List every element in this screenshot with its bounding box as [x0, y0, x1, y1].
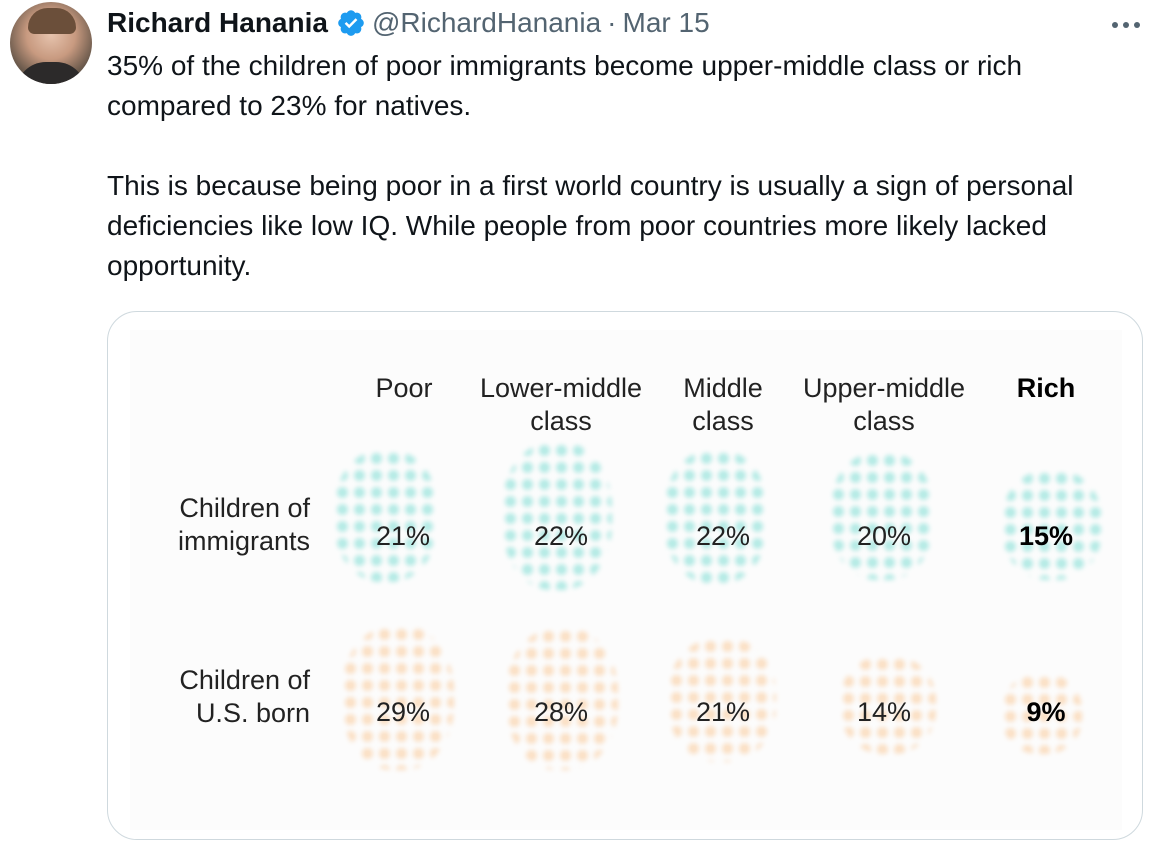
more-options-icon[interactable]: [1111, 10, 1141, 40]
tweet-text: 35% of the children of poor immigrants b…: [107, 46, 1137, 286]
column-header-middle: Middle class: [683, 373, 763, 436]
dot-cluster: [1002, 674, 1082, 754]
value-us-born-poor: 29%: [375, 697, 431, 727]
column-header-poor: Poor: [375, 373, 433, 403]
author-name[interactable]: Richard Hanania: [107, 7, 328, 38]
dot-cluster: [506, 628, 618, 770]
avatar-shirt: [16, 62, 86, 84]
row-header-us-born: Children of U.S. born: [179, 665, 310, 728]
value-us-born-rich: 9%: [1026, 697, 1066, 727]
column-header-lower-middle: Lower-middle class: [479, 373, 643, 436]
value-immigrants-lower-middle: 22%: [533, 521, 589, 551]
dot-cluster: [1002, 470, 1102, 580]
tweet-paragraph: 35% of the children of poor immigrants b…: [107, 50, 1023, 121]
tweet-paragraph: This is because being poor in a first wo…: [107, 170, 1074, 281]
value-immigrants-middle: 22%: [695, 521, 751, 551]
dot-cluster: [342, 626, 454, 770]
column-header-upper-middle: Upper-middle class: [802, 373, 966, 436]
avatar-hair: [28, 8, 76, 34]
dot-cluster: [840, 656, 936, 754]
dot-cluster: [830, 452, 934, 580]
row-header-immigrants: Children of immigrants: [177, 493, 310, 556]
value-immigrants-poor: 21%: [375, 521, 431, 551]
tweet-media-image[interactable]: Poor Lower-middle class Middle class Upper…: [107, 311, 1143, 840]
tweet-header: Richard Hanania @RichardHanania · Mar 15: [107, 4, 710, 42]
dot-cluster: [334, 450, 438, 582]
header-separator: ·: [607, 7, 617, 38]
value-us-born-lower-middle: 28%: [533, 697, 589, 727]
mobility-table-graphic: Poor Lower-middle class Middle class Upper…: [130, 330, 1122, 830]
avatar[interactable]: [10, 2, 92, 84]
verified-badge-icon[interactable]: [336, 8, 366, 38]
dot-cluster: [668, 638, 776, 762]
author-handle[interactable]: @RichardHanania: [371, 7, 602, 38]
dot-cluster: [664, 450, 768, 584]
value-immigrants-upper-middle: 20%: [856, 521, 912, 551]
tweet-date[interactable]: Mar 15: [622, 7, 710, 38]
column-header-rich: Rich: [1016, 373, 1076, 403]
dot-cluster: [502, 442, 612, 590]
value-immigrants-rich: 15%: [1018, 521, 1074, 551]
value-us-born-upper-middle: 14%: [856, 697, 912, 727]
value-us-born-middle: 21%: [695, 697, 751, 727]
